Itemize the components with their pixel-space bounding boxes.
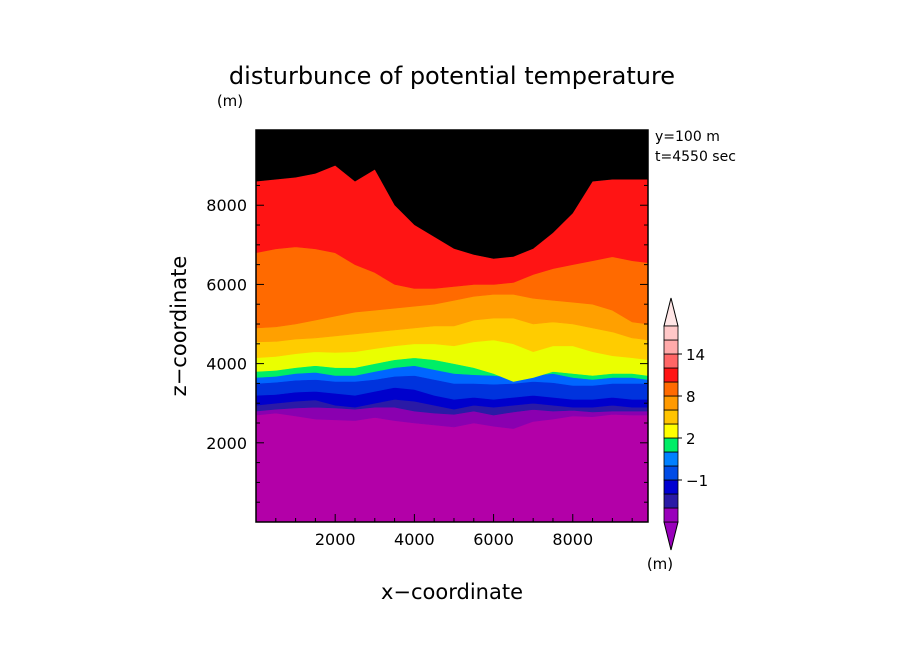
colorbar-swatch [663,479,679,495]
y-tick-label: 6000 [206,275,247,294]
y-axis: 2000 4000 6000 8000 [206,145,648,503]
colorbar-swatch [663,437,679,453]
y-tick-label: 8000 [206,196,247,215]
plot-area [255,129,649,523]
colorbar-swatch [663,339,679,355]
chart-title: disturbunce of potential temperature [229,62,675,90]
colorbar-swatch [663,395,679,411]
colorbar-title: (m) [647,555,673,573]
colorbar-swatch [663,353,679,369]
colorbar-tick-label: 2 [686,430,696,448]
colorbar-tick-label: −1 [686,472,708,490]
info-line-t: t=4550 sec [655,149,736,165]
contour-region-12 [256,130,648,259]
colorbar-swatch [663,423,679,439]
colorbar-over-arrow [663,297,679,327]
colorbar-swatch [663,367,679,383]
contour-region-0 [255,412,649,523]
x-axis: 2000 4000 6000 8000 [275,130,633,549]
colorbar-swatch [663,325,679,341]
y-tick-label: 2000 [206,434,247,453]
colorbar-tick-label: 8 [686,388,696,406]
y-tick-label: 4000 [206,355,247,374]
colorbar-swatch [663,465,679,481]
colorbar-swatch [663,451,679,467]
colorbar-under-arrow [663,521,679,551]
colorbar-swatch [663,507,679,523]
colorbar-swatch [663,493,679,509]
x-axis-label: x−coordinate [381,580,523,604]
x-tick-label: 6000 [473,530,514,549]
colorbar-swatch [663,381,679,397]
x-tick-label: 8000 [552,530,593,549]
y-axis-label: z−coordinate [167,256,191,397]
colorbar-legend: −1 2 8 14 [663,297,708,551]
x-tick-label: 4000 [394,530,435,549]
colorbar-swatch [663,409,679,425]
info-line-y: y=100 m [655,129,720,145]
x-tick-label: 2000 [315,530,356,549]
plot-frame [255,129,649,523]
colorbar-tick-label: 14 [686,346,705,364]
axis-unit-label: (m) [217,92,243,110]
